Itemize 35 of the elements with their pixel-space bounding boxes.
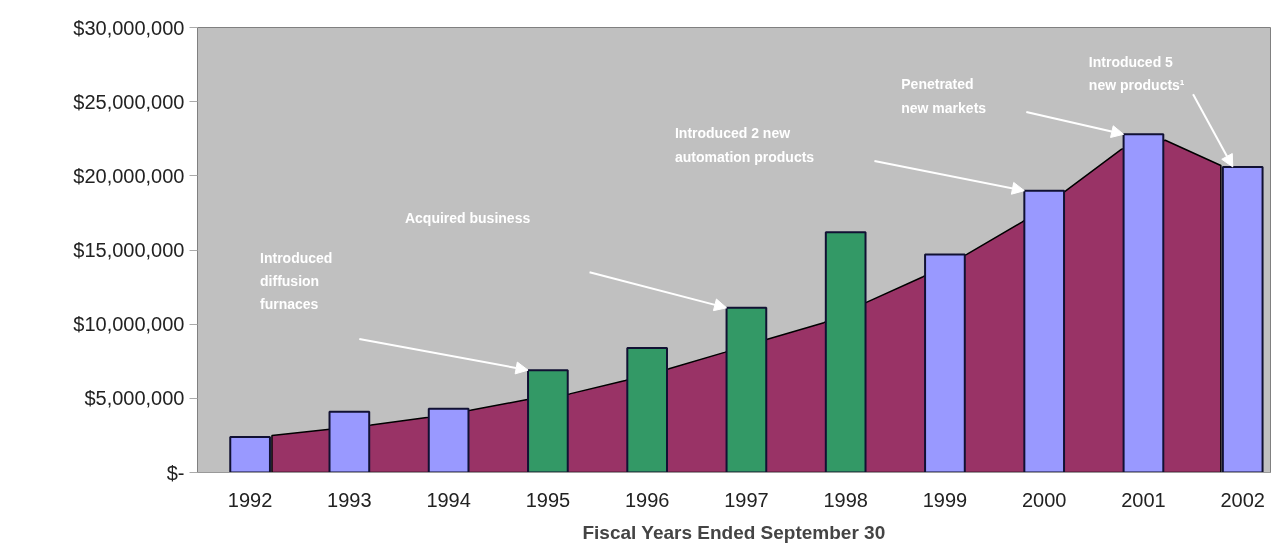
x-tick-label: 1995 (525, 488, 571, 511)
x-tick-label: 1993 (327, 488, 372, 511)
annotation: Introduced 5 new products¹ (1088, 54, 1185, 94)
bar (725, 306, 768, 473)
x-tick-label: 1996 (624, 488, 670, 511)
y-tick-label: $20,000,000 (73, 164, 185, 187)
x-tick-label: 2000 (1021, 488, 1067, 511)
bar (1122, 133, 1165, 473)
bar (1023, 189, 1066, 473)
x-tick-label: 1999 (922, 488, 968, 511)
x-tick-label: 1994 (426, 488, 471, 511)
bar (527, 369, 569, 473)
x-tick-label: 2002 (1220, 488, 1265, 511)
bar (626, 346, 668, 473)
bar (229, 435, 271, 473)
bar (924, 253, 966, 473)
annotation: Penetrated new markets (901, 76, 987, 116)
y-tick-label: $- (166, 461, 185, 484)
y-tick-label: $30,000,000 (73, 16, 185, 39)
x-tick-label: 2001 (1121, 488, 1166, 511)
y-tick-label: $10,000,000 (73, 313, 185, 336)
bar (824, 231, 867, 473)
annotation: Acquired business (404, 209, 531, 226)
annotation: Introduced diffusion furnaces (260, 250, 333, 313)
bar (328, 410, 371, 473)
x-tick-label: 1997 (724, 488, 769, 511)
bar (427, 407, 470, 473)
annotation: Introduced 2 new automation products (674, 125, 815, 165)
bar (1221, 165, 1264, 473)
y-tick-label: $25,000,000 (73, 90, 185, 113)
y-tick-label: $5,000,000 (84, 387, 185, 410)
y-tick-label: $15,000,000 (73, 239, 185, 261)
x-tick-label: 1992 (227, 488, 273, 511)
x-axis-title: Fiscal Years Ended September 30 (582, 521, 886, 543)
x-tick-label: 1998 (823, 488, 868, 511)
